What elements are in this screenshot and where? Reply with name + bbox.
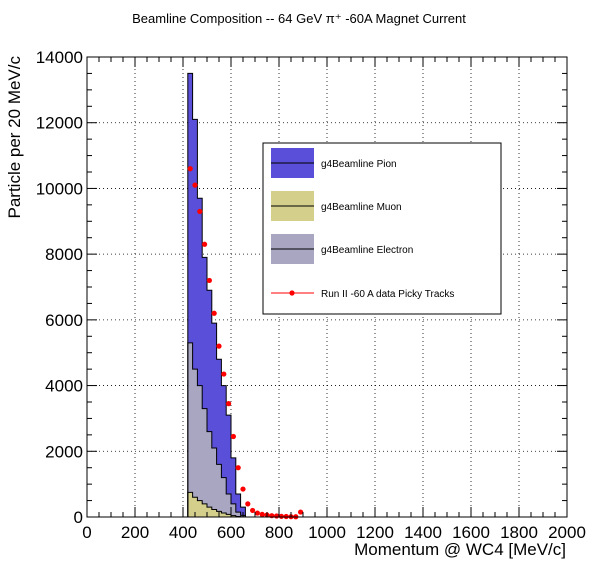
data-point xyxy=(245,501,250,506)
x-tick-label: 200 xyxy=(121,523,149,542)
y-tick-label: 10000 xyxy=(36,179,83,198)
data-point xyxy=(226,401,231,406)
legend-label: g4Beamline Muon xyxy=(321,202,402,213)
data-point xyxy=(279,514,284,519)
y-tick-label: 0 xyxy=(74,508,83,527)
data-point xyxy=(240,486,245,491)
data-point xyxy=(260,512,265,517)
x-tick-label: 0 xyxy=(82,523,91,542)
data-point xyxy=(216,344,221,349)
y-tick-label: 8000 xyxy=(45,245,83,264)
legend-label: g4Beamline Electron xyxy=(321,245,413,256)
data-point xyxy=(298,509,303,514)
data-point xyxy=(188,166,193,171)
y-tick-label: 12000 xyxy=(36,114,83,133)
x-tick-label: 600 xyxy=(217,523,245,542)
y-tick-label: 14000 xyxy=(36,48,83,67)
legend: g4Beamline Pion g4Beamline Muon g4Beamline… xyxy=(263,143,501,314)
legend-swatch-marker xyxy=(289,290,294,295)
data-point xyxy=(269,513,274,518)
chart-title: Beamline Composition -- 64 GeV π⁺ -60A M… xyxy=(132,11,466,26)
data-point xyxy=(255,510,260,515)
data-point xyxy=(192,183,197,188)
x-tick-label: 1000 xyxy=(308,523,346,542)
x-axis-label: Momentum @ WC4 [MeV/c] xyxy=(354,540,566,559)
legend-label: g4Beamline Pion xyxy=(321,159,397,170)
x-tick-label: 400 xyxy=(169,523,197,542)
y-tick-label: 6000 xyxy=(45,311,83,330)
x-tick-label: 800 xyxy=(265,523,293,542)
data-point xyxy=(250,508,255,513)
y-tick-label: 2000 xyxy=(45,442,83,461)
data-point xyxy=(207,278,212,283)
data-point xyxy=(236,465,241,470)
data-point xyxy=(221,371,226,376)
data-point xyxy=(274,513,279,518)
y-tick-label: 4000 xyxy=(45,377,83,396)
y-axis-label: Particle per 20 MeV/c xyxy=(5,56,24,219)
data-point xyxy=(202,242,207,247)
data-point xyxy=(212,311,217,316)
legend-label: Run II -60 A data Picky Tracks xyxy=(321,289,454,300)
data-point xyxy=(197,209,202,214)
data-point xyxy=(231,434,236,439)
